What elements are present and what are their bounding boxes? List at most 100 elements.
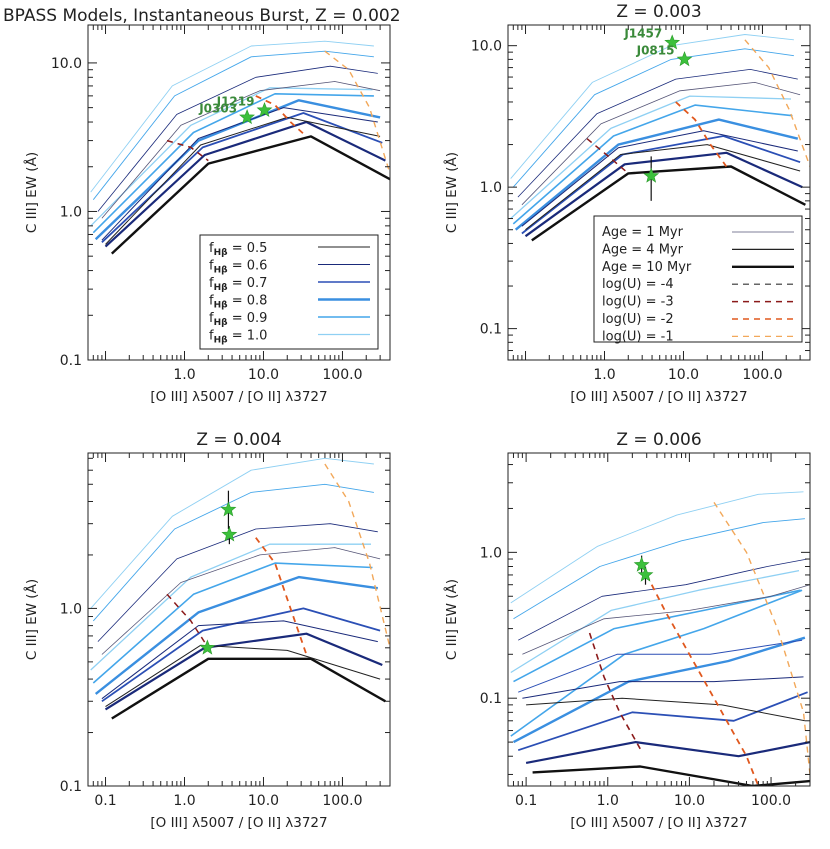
legend-age: Age = 1 Myr Age = 4 Myr Age = 10 Myr log(U)… [593, 215, 803, 344]
series-line [586, 138, 629, 174]
series-line [110, 135, 390, 255]
x-tick-label: 1.0 [597, 793, 619, 809]
data-star [676, 51, 693, 67]
data-star [256, 101, 273, 117]
panel-z0002: 1.0 10.0 100.0 0.1 1.0 10.0 [O III] λ5007 / [O… [23, 24, 391, 405]
series-line [510, 589, 803, 737]
y-tick-label: 1.0 [480, 180, 502, 196]
series-group [90, 40, 390, 255]
y-axis-label: C III] EW (Å) [23, 579, 40, 660]
plot-frame [507, 24, 811, 361]
data-star [239, 109, 255, 125]
series-group [90, 457, 390, 720]
series-line [324, 50, 390, 174]
series-line [101, 547, 381, 655]
data-star [637, 566, 654, 582]
y-tick-label: 1.0 [480, 545, 502, 561]
series-line [101, 81, 381, 219]
y-tick-label: 0.1 [480, 322, 502, 338]
panel-z0003: 1.0 10.0 100.0 0.1 1.0 10.0 [O III] λ5007 / [O… [443, 2, 811, 405]
series-line [101, 107, 378, 241]
legend-label: log(U) = -1 [602, 329, 674, 344]
x-tick-label: 10.0 [248, 793, 279, 809]
series-line [510, 491, 804, 604]
x-axis-label: [O III] λ5007 / [O II] λ3727 [150, 815, 327, 831]
legend-label: fHβ = 0.5 [209, 241, 267, 258]
data-star [199, 639, 216, 655]
y-tick-label: 10.0 [51, 56, 82, 72]
series-line [521, 135, 801, 235]
series-line [111, 657, 386, 720]
data-star [220, 501, 237, 517]
series-line [522, 676, 804, 699]
series-line [526, 697, 805, 722]
series-line [324, 463, 390, 648]
series-line [524, 151, 803, 238]
data-star [221, 526, 238, 542]
data-star [643, 167, 660, 183]
y-tick-label: 10.0 [471, 39, 502, 55]
series-line [518, 639, 803, 693]
x-tick-label: 10.0 [674, 793, 705, 809]
panel-title: Z = 0.004 [196, 430, 281, 450]
x-tick-label: 100.0 [322, 793, 362, 809]
series-line [97, 65, 378, 212]
x-tick-label: 10.0 [248, 367, 279, 383]
series-line [166, 593, 209, 649]
series-line [518, 558, 808, 641]
plot-frame [507, 452, 811, 787]
x-axis-label: [O III] λ5007 / [O II] λ3727 [150, 389, 327, 405]
legend-label: Age = 4 Myr [602, 242, 684, 257]
series-line [94, 575, 378, 695]
legend-label: log(U) = -3 [602, 295, 674, 310]
y-axis-label: C III] EW (Å) [23, 152, 40, 233]
series-line [675, 101, 728, 168]
series-line [90, 457, 374, 609]
series-line [512, 104, 793, 225]
y-tick-label: 0.1 [60, 353, 82, 369]
series-line [517, 69, 798, 198]
legend-box [593, 215, 803, 343]
legend-label: Age = 10 Myr [602, 260, 692, 275]
x-axis-label: [O III] λ5007 / [O II] λ3727 [570, 389, 747, 405]
series-line [92, 483, 374, 622]
x-tick-label: 1.0 [173, 793, 195, 809]
x-axis-label: [O III] λ5007 / [O II] λ3727 [570, 815, 747, 831]
y-tick-label: 0.1 [480, 691, 502, 707]
figure-suptitle: BPASS Models, Instantaneous Burst, Z = 0… [3, 6, 401, 26]
star-label: J0815 [636, 43, 675, 57]
star-label: J0303 [198, 101, 237, 115]
series-line [104, 632, 383, 711]
series-line [90, 543, 371, 671]
panel-title: Z = 0.003 [616, 2, 701, 22]
series-line [94, 99, 381, 241]
series-line [105, 644, 381, 708]
legend-label: fHβ = 0.9 [209, 311, 267, 328]
y-tick-label: 1.0 [60, 601, 82, 617]
y-tick-label: 0.1 [60, 779, 82, 795]
legend-label: fHβ = 0.7 [209, 276, 267, 293]
x-tick-label: 0.1 [94, 793, 116, 809]
legend-label: Age = 1 Myr [602, 225, 684, 240]
y-tick-label: 1.0 [60, 204, 82, 220]
series-line [510, 95, 792, 219]
panel-z0004: 0.1 1.0 10.0 100.0 0.1 1.0 [O III] λ5007 / [O … [23, 430, 391, 831]
series-line [525, 740, 810, 764]
series-line [166, 139, 209, 162]
x-tick-label: 100.0 [742, 367, 782, 383]
series-line [101, 620, 378, 700]
series-line [104, 120, 386, 248]
series-line [525, 144, 801, 231]
legend-label: fHβ = 0.6 [209, 259, 267, 276]
series-line [521, 82, 801, 206]
series-line [521, 130, 798, 227]
series-line [512, 48, 794, 188]
series-line [514, 118, 799, 231]
x-tick-label: 1.0 [173, 367, 195, 383]
series-line [97, 523, 378, 642]
star-label: J1457 [623, 27, 662, 41]
series-line [588, 632, 641, 750]
plot-frame [87, 24, 391, 361]
series-line [744, 39, 810, 167]
